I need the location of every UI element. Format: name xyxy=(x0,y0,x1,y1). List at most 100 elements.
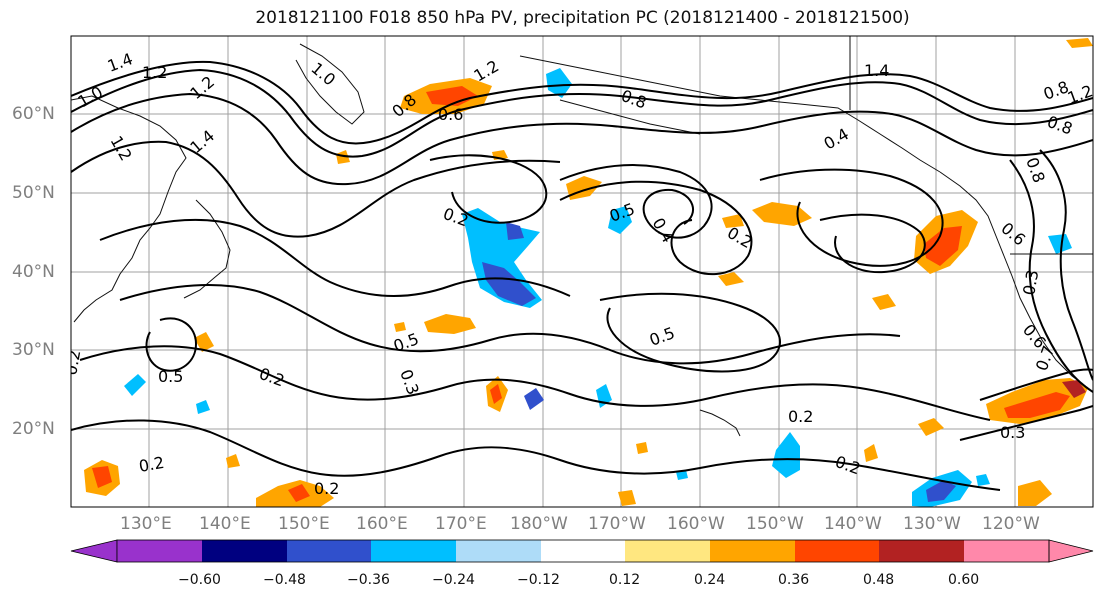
contour-label: 0.2 xyxy=(314,479,339,498)
precip-blob xyxy=(618,490,636,506)
contour-label: 0.2 xyxy=(61,348,84,376)
colorbar-tick-label: 0.24 xyxy=(694,572,726,588)
precip-blob xyxy=(872,294,896,310)
colorbar-segment xyxy=(795,540,879,562)
lat-label: 30°N xyxy=(12,340,55,360)
lon-label: 150°W xyxy=(746,514,804,534)
precip-blob xyxy=(506,222,524,240)
coastline-north-america xyxy=(939,171,1089,389)
pv-contour xyxy=(559,180,753,275)
contour-label: 0.5 xyxy=(158,367,183,386)
precip-blob xyxy=(918,418,944,436)
coastline-japan xyxy=(183,199,231,299)
pv-contour xyxy=(979,368,1093,401)
precip-blob xyxy=(288,484,310,502)
lon-label: 130°W xyxy=(903,514,961,534)
colorbar-segment xyxy=(287,540,371,562)
pv-contours xyxy=(71,60,1093,491)
pv-contour xyxy=(119,284,901,365)
coastlines xyxy=(71,36,1093,437)
pv-contour xyxy=(1009,159,1093,393)
lon-label: 150°E xyxy=(278,514,330,534)
contour-label: 0.6 xyxy=(997,219,1029,250)
pv-contour xyxy=(599,292,781,373)
precip-blob xyxy=(718,272,744,286)
precip-blob xyxy=(924,226,962,266)
precip-blob xyxy=(566,176,602,200)
map-panel: 1.4 1.2 1.0 1.2 1.4 1.2 1.0 1.2 0.8 0.6 … xyxy=(61,36,1093,507)
pv-contour xyxy=(145,317,198,372)
precip-blob xyxy=(1066,38,1093,48)
colorbar-tick-label: 0.60 xyxy=(948,572,980,588)
lat-label: 50°N xyxy=(12,183,55,203)
lon-label: 130°E xyxy=(120,514,172,534)
contour-label: 0.2 xyxy=(788,407,813,426)
precip-blob xyxy=(482,262,536,306)
contour-label: 0.3 xyxy=(1019,268,1042,296)
contour-label: 0.6 xyxy=(438,105,463,124)
colorbar-tick-label: −0.12 xyxy=(517,572,560,588)
precip-blob xyxy=(124,374,146,396)
precip-blob xyxy=(864,444,878,462)
colorbar xyxy=(70,539,1094,563)
pv-contour xyxy=(71,68,1093,158)
precip-blob xyxy=(752,202,812,226)
colorbar-segment xyxy=(710,540,795,562)
contour-label: 1.4 xyxy=(105,49,135,76)
pv-contour xyxy=(71,140,561,238)
colorbar-segment xyxy=(541,540,625,562)
colorbar-extend-high xyxy=(1048,539,1094,563)
pv-contour xyxy=(429,154,548,224)
precip-blob xyxy=(608,206,632,234)
lon-label: 160°E xyxy=(356,514,408,534)
colorbar-tick-label: −0.48 xyxy=(263,572,306,588)
lon-label: 160°W xyxy=(667,514,725,534)
precip-blob xyxy=(194,332,214,352)
contour-label: 0.2 xyxy=(257,364,287,391)
gridlines xyxy=(71,36,1093,507)
map-frame xyxy=(70,35,1094,508)
lon-label: 170°E xyxy=(435,514,487,534)
lat-label: 20°N xyxy=(12,419,55,439)
colorbar-segment xyxy=(964,540,1049,562)
precip-blob xyxy=(636,442,648,454)
contour-label: 0.5 xyxy=(647,323,677,350)
coastline-kamchatka xyxy=(295,43,365,125)
precip-blob xyxy=(226,454,240,468)
lon-label: 180°W xyxy=(510,514,568,534)
pv-contour xyxy=(79,345,991,421)
aleutian-islands xyxy=(559,99,701,135)
hawaii-islands xyxy=(699,409,741,437)
precip-blob xyxy=(722,214,744,228)
contour-label: 0.4 xyxy=(649,215,678,247)
colorbar-segment xyxy=(117,540,202,562)
contour-label: 0.8 xyxy=(1041,77,1071,104)
contour-labels: 1.4 1.2 1.0 1.2 1.4 1.2 1.0 1.2 0.8 0.6 … xyxy=(61,49,1093,498)
lon-label: 140°E xyxy=(199,514,251,534)
coastline-asia xyxy=(71,95,187,323)
contour-label: 0.3 xyxy=(1000,423,1025,442)
precip-blob xyxy=(1004,392,1070,418)
contour-label: 0.2 xyxy=(137,453,165,476)
colorbar-segment xyxy=(625,540,710,562)
lon-label: 120°W xyxy=(982,514,1040,534)
map-title: 2018121100 F018 850 hPa PV, precipitatio… xyxy=(255,8,910,28)
contour-label: 1.0 xyxy=(307,59,339,90)
lat-label: 40°N xyxy=(12,262,55,282)
pv-contour xyxy=(71,92,1093,186)
pv-contour xyxy=(959,405,1093,441)
contour-label: 0.8 xyxy=(1022,155,1049,185)
precip-blob xyxy=(336,150,350,164)
lat-label: 60°N xyxy=(12,104,55,124)
coastline-alaska xyxy=(519,55,941,173)
precip-blob xyxy=(524,388,544,410)
precip-blob xyxy=(1048,234,1072,254)
precip-blob xyxy=(772,432,800,478)
colorbar-tick-label: 0.36 xyxy=(778,572,810,588)
colorbar-tick-label: 0.12 xyxy=(609,572,641,588)
pv-contour xyxy=(99,218,571,297)
colorbar-segment xyxy=(371,540,456,562)
lon-label: 140°W xyxy=(824,514,882,534)
pv-contour xyxy=(559,164,713,239)
contour-label: 1.4 xyxy=(864,61,889,80)
